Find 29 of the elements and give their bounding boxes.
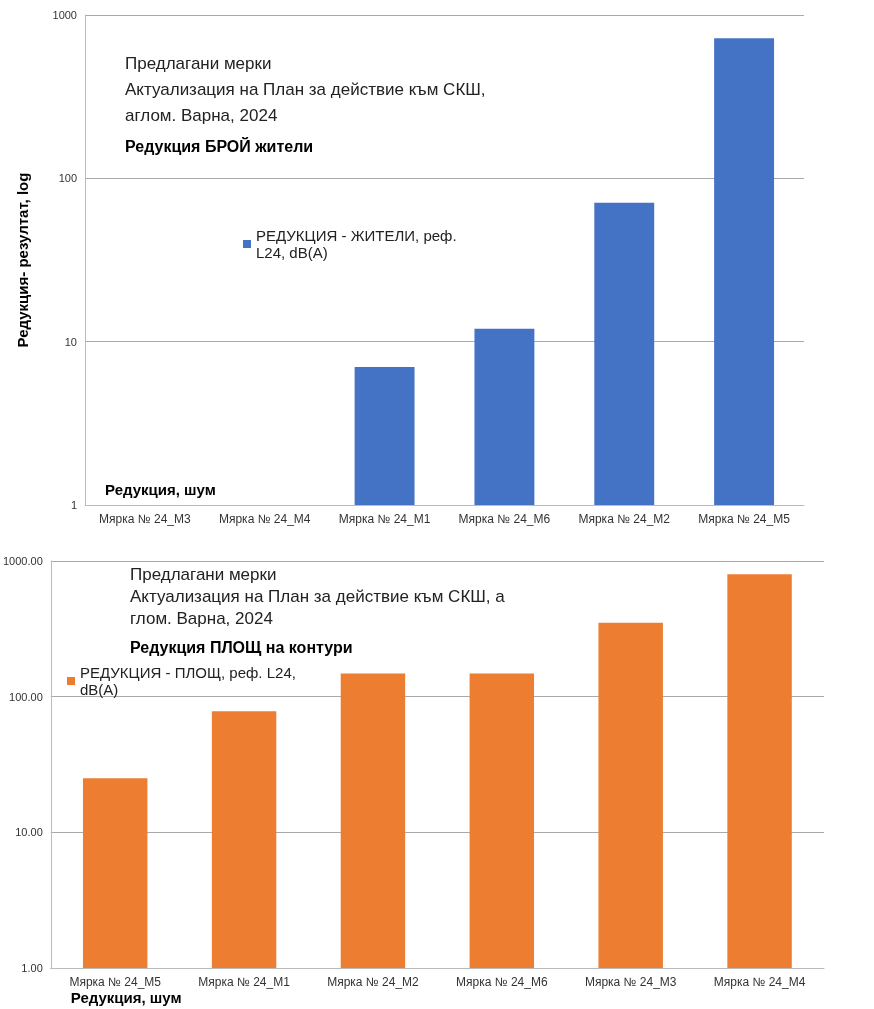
y-tick-label: 10.00 <box>15 826 43 839</box>
y-tick-label: 100.00 <box>9 690 43 703</box>
x-tick-label: Мярка № 24_М6 <box>458 512 551 526</box>
x-tick-label: Мярка № 24_М1 <box>198 975 291 989</box>
x-tick-label: Мярка № 24_М5 <box>69 975 162 989</box>
x-tick-label: Мярка № 24_М4 <box>713 975 806 989</box>
text: Предлагани мерки Актуализация на План за действие към СКШ, аглом. Варна, 2024 <box>125 53 486 125</box>
y-tick-label: 1.00 <box>21 962 43 974</box>
x-tick-label: Мярка № 24_М2 <box>578 512 671 526</box>
x-tick-label: Мярка № 24_М2 <box>327 975 420 989</box>
text: Редукция ПЛОЩ на контури <box>130 638 353 656</box>
y-tick-label: 1000 <box>52 9 77 21</box>
x-tick-label: Мярка № 24_М6 <box>456 975 548 989</box>
legend-label: РЕДУКЦИЯ - ЖИТЕЛИ, реф. L24, dB(A) <box>256 227 461 261</box>
x-tick-label: Мярка № 24_М5 <box>698 512 791 526</box>
y-axis-title: Редукция- резултат, log <box>14 172 31 348</box>
text: Предлагани мерки Актуализация на План за действие към СКШ, а глом. Варна, 2024 <box>130 564 506 628</box>
x-axis-title: Редукция, шум <box>105 481 216 498</box>
x-tick-label: Мярка № 24_М1 <box>338 512 431 526</box>
x-tick-label: Мярка № 24_М3 <box>99 512 192 526</box>
legend-label: РЕДУКЦИЯ - ПЛОЩ, реф. L24, dB(A) <box>80 664 301 698</box>
y-tick-label: 10 <box>64 335 77 348</box>
x-tick-label: Мярка № 24_М3 <box>584 975 677 989</box>
x-axis-title: Редукция, шум <box>70 989 182 1006</box>
y-tick-label: 1 <box>70 499 77 511</box>
y-tick-label: 100 <box>58 172 77 185</box>
text: Редукция БРОЙ жители <box>125 136 314 155</box>
x-tick-label: Мярка № 24_М4 <box>218 512 311 526</box>
y-tick-label: 1000.00 <box>3 555 43 567</box>
